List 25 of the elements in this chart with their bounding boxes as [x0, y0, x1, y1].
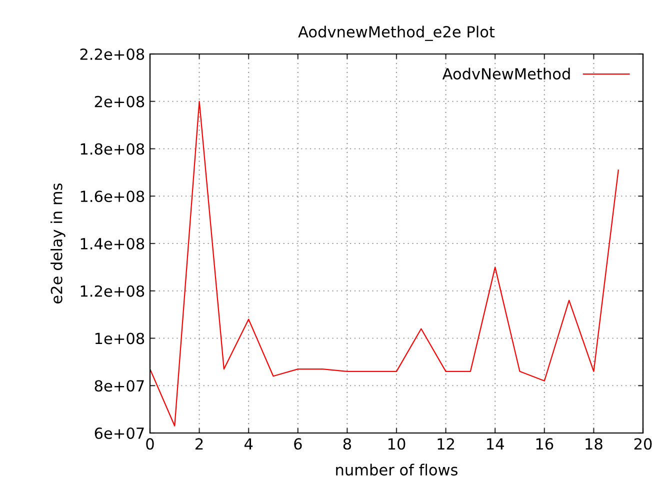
y-tick-label: 1.4e+08 [80, 238, 144, 250]
y-axis-title: e2e delay in ms [50, 183, 66, 304]
x-tick-label: 12 [438, 438, 454, 450]
chart-title: AodvnewMethod_e2e Plot [298, 26, 495, 41]
y-tick-label: 2e+08 [94, 96, 144, 108]
y-tick-label: 1e+08 [95, 332, 144, 344]
y-tick-label: 1.6e+08 [80, 190, 144, 202]
x-tick-label: 16 [536, 438, 554, 450]
x-tick-label: 20 [634, 438, 652, 450]
y-tick-label: 8e+07 [94, 380, 144, 392]
x-tick-label: 8 [343, 438, 352, 450]
x-tick-label: 18 [586, 438, 602, 450]
x-tick-label: 0 [146, 438, 154, 450]
y-tick-label: 6e+07 [94, 427, 144, 440]
x-tick-label: 10 [388, 438, 406, 450]
x-axis-title: number of flows [336, 464, 458, 476]
y-tick-label: 1.2e+08 [80, 285, 144, 297]
x-tick-label: 4 [244, 438, 253, 450]
line-series [150, 100, 619, 426]
y-tick-label: 2.2e+08 [80, 48, 144, 60]
legend-label: AodvNewMethod [442, 68, 570, 80]
x-tick-label: 6 [294, 438, 302, 450]
x-tick-label: 14 [487, 438, 504, 450]
x-tick-label: 2 [196, 438, 203, 450]
y-tick-label: 1.8e+08 [80, 143, 144, 155]
